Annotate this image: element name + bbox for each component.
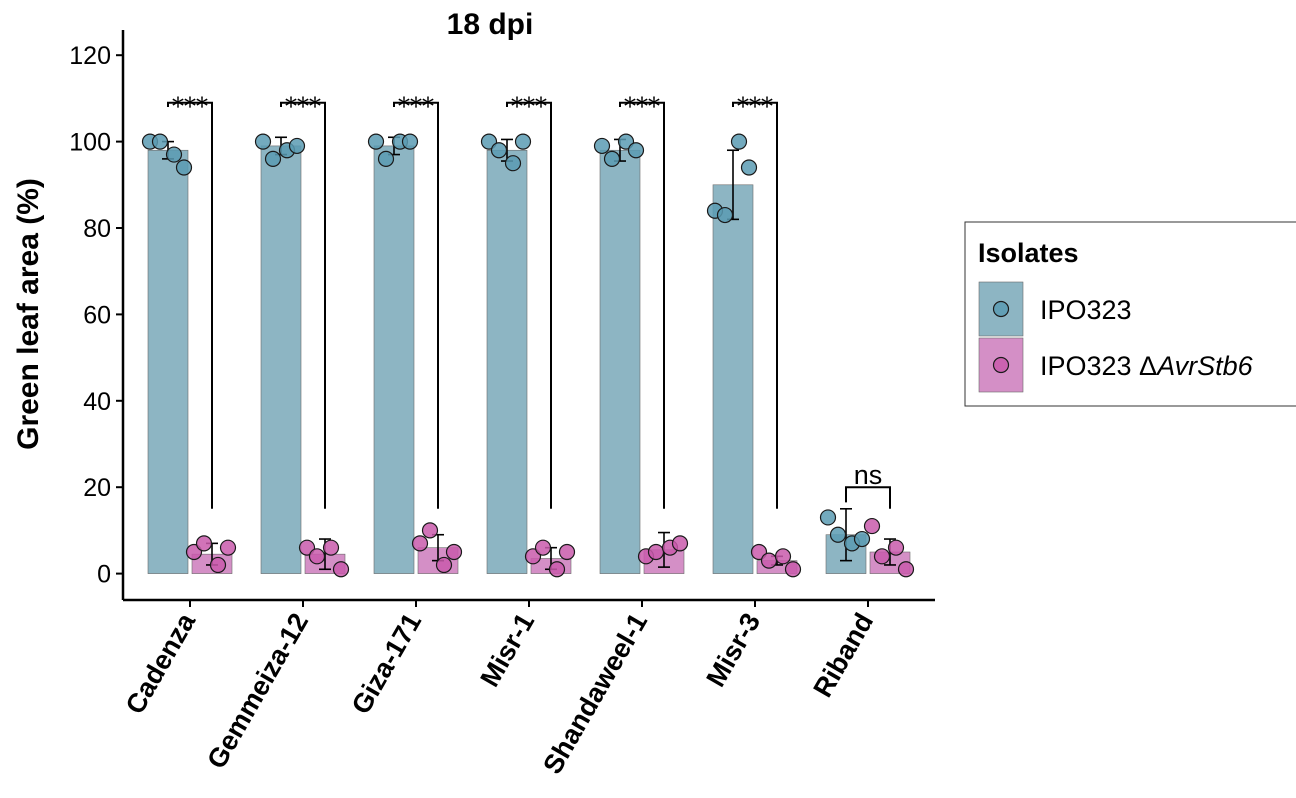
data-point: [730, 133, 748, 150]
y-tick-label: 100: [69, 129, 111, 157]
data-point: [377, 150, 395, 167]
data-point: [647, 543, 665, 561]
y-tick-label: 120: [69, 42, 111, 70]
data-point: [716, 206, 734, 224]
data-point: [175, 159, 193, 176]
data-point: [219, 539, 237, 556]
data-point: [627, 142, 645, 159]
bar: [373, 145, 415, 574]
data-point: [435, 556, 453, 574]
data-point: [421, 522, 439, 539]
data-point: [504, 155, 522, 172]
legend-key-marker: [992, 356, 1010, 374]
bar: [147, 149, 189, 574]
significance-bracket: [506, 101, 552, 509]
data-point: [254, 133, 272, 150]
data-point: [784, 561, 802, 578]
category-labels: Cadenza Gemmeiza-12 Giza-171 Misr-1Shandawe…: [120, 607, 880, 779]
data-point: [853, 530, 871, 548]
data-point: [332, 561, 350, 578]
data-point: [264, 150, 282, 167]
data-point: [740, 159, 758, 176]
significance-label: ***: [285, 93, 321, 121]
y-tick-label: 0: [97, 561, 111, 589]
legend-label: IPO323: [1040, 295, 1132, 325]
category-label: Misr-3: [700, 608, 766, 692]
significance-brackets: *** *** *** *** *** *** ns: [167, 93, 891, 509]
chart-title: 18 dpi: [447, 8, 534, 41]
y-tick-label: 20: [83, 474, 111, 502]
significance-label: ***: [511, 93, 547, 121]
significance-bracket: [280, 101, 326, 509]
data-point: [514, 133, 532, 150]
data-point: [411, 535, 429, 552]
data-point: [897, 561, 915, 578]
legend-key-marker: [992, 300, 1010, 318]
significance-label: ***: [172, 93, 208, 121]
data-point: [534, 539, 552, 556]
data-point: [151, 133, 169, 150]
y-axis-label: Green leaf area (%): [12, 178, 45, 450]
significance-bracket: [393, 101, 439, 509]
y-tick-label: 60: [83, 301, 111, 329]
significance-label: ***: [737, 93, 773, 121]
category-label: Misr-1: [474, 608, 540, 692]
data-point: [209, 556, 227, 574]
y-tick-label: 80: [83, 215, 111, 243]
legend: Isolates IPO323 IPO323 ΔAvrStb6: [964, 221, 1296, 407]
significance-bracket: [167, 101, 213, 509]
data-points: [141, 133, 915, 578]
category-label: Cadenza: [120, 607, 202, 719]
data-point: [490, 142, 508, 159]
data-point: [760, 552, 778, 569]
data-point: [288, 137, 306, 155]
data-point: [774, 548, 792, 565]
significance-label: ***: [398, 93, 434, 121]
data-point: [401, 133, 419, 150]
legend-title: Isolates: [978, 238, 1079, 268]
bar: [486, 149, 528, 574]
y-axis: 0 20 40 60 80 100 120: [69, 30, 125, 600]
data-point: [873, 548, 891, 565]
significance-bracket: [845, 486, 891, 509]
data-point: [195, 535, 213, 552]
data-point: [671, 535, 689, 552]
bar: [599, 149, 641, 574]
category-label: Gemmeiza-12: [201, 608, 314, 774]
data-point: [603, 150, 621, 167]
legend-label-prefix: IPO323 Δ: [1040, 351, 1157, 381]
bar: [712, 184, 754, 574]
data-point: [445, 543, 463, 561]
data-point: [863, 517, 881, 535]
significance-bracket: [619, 101, 665, 509]
bars: [147, 145, 911, 574]
significance-label: ns: [854, 460, 883, 490]
data-point: [829, 526, 847, 543]
legend-label-italic: AvrStb6: [1155, 351, 1254, 381]
data-point: [593, 137, 611, 155]
data-point: [165, 146, 183, 163]
data-point: [322, 539, 340, 556]
y-tick-label: 40: [83, 388, 111, 416]
significance-bracket: [732, 101, 778, 509]
category-label: Giza-171: [346, 608, 428, 719]
category-label: Shandaweel-1: [537, 608, 653, 779]
significance-label: ***: [624, 93, 660, 121]
data-point: [367, 133, 385, 150]
data-point: [308, 548, 326, 565]
category-label: Riband: [807, 608, 879, 702]
data-point: [819, 509, 837, 526]
legend-label: IPO323 ΔAvrStb6: [1040, 351, 1254, 381]
data-point: [548, 561, 566, 578]
bar: [260, 145, 302, 574]
data-point: [887, 539, 905, 556]
data-point: [558, 543, 576, 561]
x-axis: [123, 598, 935, 607]
